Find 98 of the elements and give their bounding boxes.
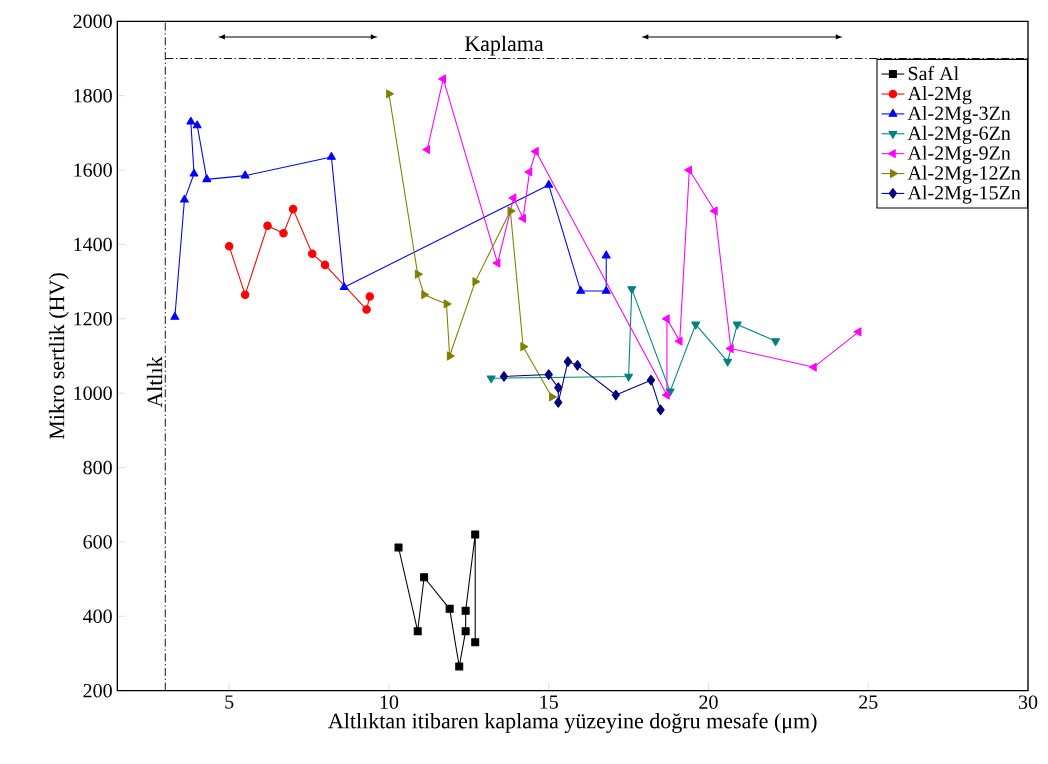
point	[554, 397, 563, 408]
point	[471, 530, 480, 539]
x-tick-label: 20	[699, 695, 718, 709]
x-tick-label: 25	[859, 695, 878, 709]
point	[646, 374, 656, 386]
point	[443, 299, 452, 309]
point	[530, 147, 539, 156]
point	[339, 282, 349, 291]
point	[279, 229, 288, 238]
legend-label: Al-2Mg	[907, 86, 972, 105]
point	[601, 250, 611, 259]
point	[186, 116, 196, 125]
y-tick-label: 400	[83, 609, 112, 624]
point	[422, 145, 431, 155]
point	[573, 359, 582, 371]
y-tick-label: 800	[83, 460, 112, 475]
point	[661, 314, 670, 324]
y-tick-label: 1400	[74, 237, 112, 252]
point	[240, 170, 250, 179]
x-tick-label: 5	[225, 695, 234, 709]
point	[471, 638, 480, 647]
point	[263, 221, 272, 231]
point	[365, 292, 375, 301]
point	[732, 321, 742, 330]
point	[421, 290, 430, 300]
y-tick-label: 1600	[74, 163, 112, 177]
y-tick-label: 2000	[73, 14, 112, 29]
point	[723, 358, 733, 367]
point	[661, 390, 670, 400]
point	[455, 662, 464, 671]
point	[725, 344, 734, 354]
point	[224, 242, 234, 251]
point	[554, 382, 563, 393]
point	[192, 120, 202, 129]
point	[544, 179, 554, 188]
legend-label: Al-2Mg-3Zn	[907, 105, 1011, 125]
legend-label: Al-2Mg-9Zn	[907, 145, 1011, 164]
y-tick-label: 1200	[74, 312, 112, 326]
point	[386, 89, 395, 99]
point	[684, 165, 693, 175]
point	[771, 338, 781, 347]
ref-line-label: Altlık	[146, 356, 163, 408]
point	[179, 194, 189, 203]
point	[320, 260, 330, 270]
y-tick-label: 200	[83, 683, 112, 698]
x-axis-title: Altlıktan itibaren kaplama yüzeyine doğru mesafe (μm)	[328, 712, 817, 733]
point	[288, 204, 298, 214]
point	[518, 213, 526, 223]
y-tick-label: 1800	[74, 88, 112, 103]
point	[499, 371, 509, 382]
legend-label: Al-2Mg-6Zn	[907, 125, 1011, 145]
point	[624, 373, 634, 382]
point	[413, 627, 422, 636]
legend-label: Al-2Mg-15Zn	[907, 185, 1021, 204]
point	[563, 356, 573, 367]
point	[326, 151, 336, 160]
point	[601, 285, 611, 294]
y-tick-label: 600	[83, 535, 112, 549]
point	[362, 305, 371, 314]
point	[307, 249, 317, 259]
point	[808, 362, 817, 372]
point	[461, 627, 470, 636]
point	[438, 74, 447, 84]
point	[170, 311, 180, 320]
point	[549, 392, 557, 402]
y-tick-label: 1000	[74, 386, 112, 400]
x-tick-label: 30	[1018, 695, 1038, 709]
point	[492, 258, 501, 268]
point	[486, 375, 496, 384]
point	[709, 206, 718, 216]
point	[472, 277, 481, 287]
point	[576, 285, 586, 294]
x-tick-label: 15	[540, 695, 558, 709]
point	[202, 174, 212, 183]
point	[508, 193, 517, 203]
ref-line-label: Kaplama	[464, 35, 544, 56]
point	[674, 336, 683, 346]
x-tick-label: 10	[380, 695, 399, 709]
point	[520, 342, 529, 352]
y-axis-title: Mikro sertlik (HV)	[48, 273, 69, 440]
legend-label: Saf Al	[908, 66, 959, 81]
legend-label: Al-2Mg-12Zn	[907, 165, 1021, 184]
point	[544, 369, 553, 380]
point	[189, 168, 199, 177]
point	[240, 290, 250, 299]
point	[656, 404, 665, 416]
point	[394, 543, 403, 552]
point	[691, 321, 701, 330]
point	[524, 167, 533, 177]
point	[853, 327, 862, 337]
point	[461, 606, 470, 615]
point	[507, 206, 516, 216]
point	[445, 604, 454, 613]
point	[627, 286, 637, 295]
point	[611, 389, 620, 401]
point	[446, 351, 455, 361]
point	[414, 269, 423, 279]
point	[420, 573, 429, 582]
